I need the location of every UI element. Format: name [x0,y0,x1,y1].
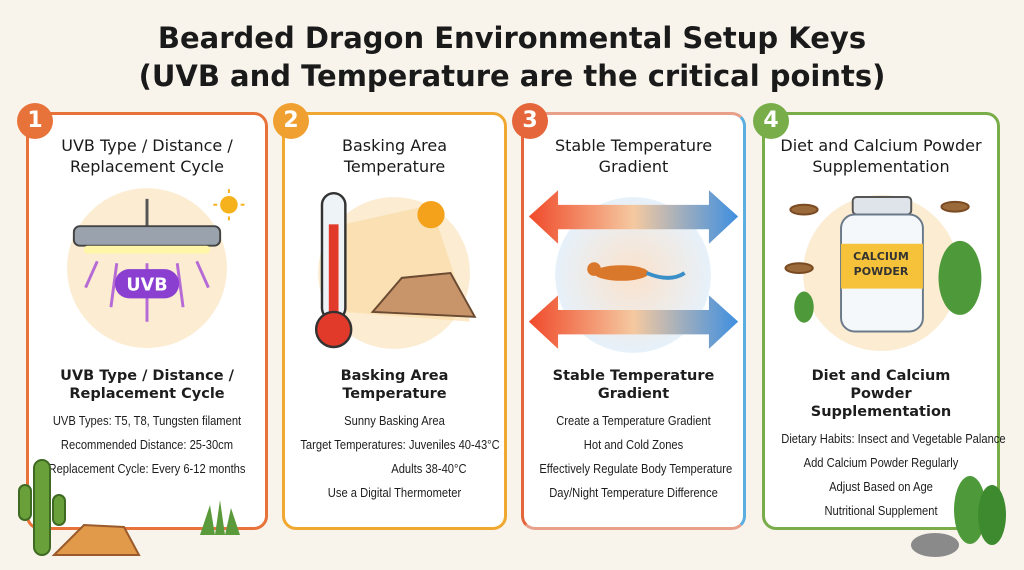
card-diet: 4 Diet and Calcium Powder Supplementatio… [753,103,1006,530]
leafy-greens-icon [911,476,1006,557]
card-subtitle: UVB Type / Distance / Replacement Cycle [60,368,234,402]
arrow-bottom [528,295,739,349]
list-item: Dietary Habits: Insect and Vegetable Pal… [781,431,1006,446]
uvb-lamp-illustration: UVB [29,185,265,361]
card-uvb: 1 UVB Type / Distance / Replacement Cycl… [17,103,268,530]
list-item: Effectively Regulate Body Temperature [539,461,733,476]
list-item: Nutritional Supplement [824,503,938,518]
cricket-icon [784,200,970,274]
list-item: Use a Digital Thermometer [327,485,462,500]
list-item: Day/Night Temperature Difference [549,485,718,500]
grass-icon [200,500,240,535]
card-basking: 2 Basking Area Temperature Basking Area … [273,103,507,530]
leafy-greens-icon [794,240,982,323]
list-item: Adjust Based on Age [829,479,933,494]
card-number-badge: 1 [17,103,53,139]
list-item: Recommended Distance: 25-30cm [60,437,234,452]
cactus-icon [18,459,141,556]
card-items: UVB Types: T5, T8, Tungsten filament Rec… [29,409,265,481]
list-item: Replacement Cycle: Every 6-12 months [48,461,246,476]
sun-icon [213,189,245,221]
card-title: UVB Type / Distance / Replacement Cycle [61,136,233,176]
card-subtitle: Stable Temperature Gradient [552,368,715,402]
list-item: Create a Temperature Gradient [556,413,711,428]
gradient-arrows-illustration [524,185,743,361]
card-title: Stable Temperature Gradient [554,136,713,176]
calcium-illustration: CALCIUM POWDER [765,185,997,361]
card-number-badge: 3 [512,103,548,139]
thermometer-illustration [285,185,504,361]
card-gradient: 3 Stable Temperature Gradient Stable Tem… [512,103,746,530]
sun-icon [417,200,445,229]
card-items: Create a Temperature Gradient Hot and Co… [524,409,743,505]
list-item: Adults 38-40°C [391,461,467,476]
card-items: Dietary Habits: Insect and Vegetable Pal… [765,427,1006,523]
card-title: Basking Area Temperature [341,136,448,176]
list-item: Sunny Basking Area [344,413,445,428]
list-item: Hot and Cold Zones [583,437,684,452]
card-items: Sunny Basking Area Target Temperatures: … [285,409,504,505]
uvb-label: UVB [126,276,167,296]
list-item: Add Calcium Powder Regularly [803,455,959,470]
card-number-badge: 4 [753,103,789,139]
main-title: Bearded Dragon Environmental Setup Keys [157,21,867,55]
arrow-top [528,190,739,244]
card-subtitle: Diet and Calcium Powder Supplementation [810,368,952,420]
bearded-dragon-icon [587,262,686,281]
card-title: Diet and Calcium Powder Supplementation [780,136,982,176]
list-item: Target Temperatures: Juveniles 40-43°C [300,437,500,452]
card-subtitle: Basking Area Temperature [340,368,449,402]
calcium-label: CALCIUM POWDER [853,250,909,278]
main-subtitle: (UVB and Temperature are the critical po… [138,59,886,93]
card-number-badge: 2 [273,103,309,139]
list-item: UVB Types: T5, T8, Tungsten filament [52,413,242,428]
